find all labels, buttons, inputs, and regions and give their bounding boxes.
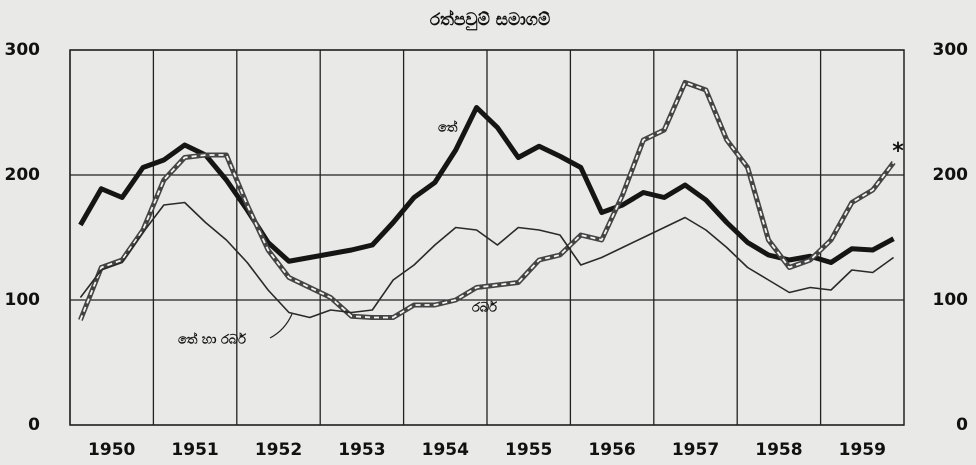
- x-tick-label: 1959: [839, 440, 886, 460]
- series-label: තේ හා රබර්: [178, 330, 247, 347]
- series-label: රබර්: [472, 300, 498, 316]
- x-tick-label: 1951: [171, 440, 218, 460]
- series-label: තේ: [438, 118, 458, 135]
- x-tick-label: 1953: [338, 440, 385, 460]
- y-tick-label: 300: [5, 40, 41, 60]
- y-tick-label: 100: [5, 290, 41, 310]
- x-tick-label: 1952: [255, 440, 302, 460]
- x-tick-label: 1958: [755, 440, 802, 460]
- x-tick-label: 1954: [422, 440, 469, 460]
- y-tick-label: 0: [28, 415, 40, 435]
- x-tick-label: 1956: [588, 440, 635, 460]
- x-tick-label: 1955: [505, 440, 552, 460]
- y2-tick-label: 0: [956, 415, 968, 435]
- annotation: *: [892, 139, 904, 164]
- series-line-dash: [79, 81, 895, 321]
- y2-tick-label: 100: [933, 290, 969, 310]
- y2-tick-label: 300: [933, 40, 969, 60]
- x-tick-label: 1950: [88, 440, 135, 460]
- x-tick-label: 1957: [672, 440, 719, 460]
- series-line: [79, 201, 895, 319]
- y-tick-label: 200: [5, 165, 41, 185]
- series-line: [78, 105, 895, 265]
- y2-tick-label: 200: [933, 165, 969, 185]
- chart-title: රත්පවුම් සමාගම්: [430, 9, 550, 31]
- label-pointer: [269, 313, 293, 339]
